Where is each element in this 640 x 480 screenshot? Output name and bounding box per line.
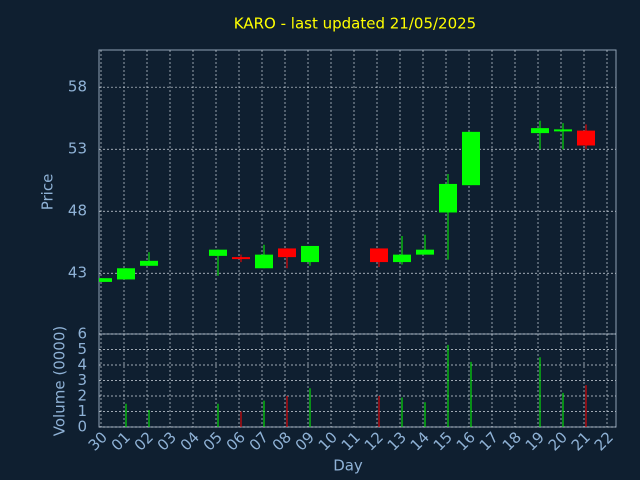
y-axis-label: Price — [39, 174, 57, 211]
candle-body — [554, 129, 572, 132]
y-tick-label: 58 — [68, 78, 87, 96]
candle-body — [99, 278, 112, 282]
volume-tick-label: 6 — [77, 325, 87, 343]
candle-body — [393, 254, 411, 263]
volume-tick-label: 2 — [77, 387, 87, 405]
candle-body — [140, 260, 158, 266]
y-tick-label: 53 — [68, 140, 87, 158]
candle-body — [232, 257, 250, 260]
candle-body — [462, 131, 480, 186]
candle-body — [370, 248, 388, 263]
y-tick-label: 48 — [68, 202, 87, 220]
volume-axis-label: Volume (0000) — [51, 326, 69, 436]
x-tick-label: 22 — [591, 428, 617, 454]
candle-body — [531, 128, 549, 134]
volume-tick-label: 5 — [77, 340, 87, 358]
price-frame — [98, 49, 617, 335]
volume-tick-label: 4 — [77, 356, 87, 374]
y-tick-label: 43 — [68, 264, 87, 282]
volume-tick-label: 3 — [77, 371, 87, 389]
volume-tick-label: 1 — [77, 402, 87, 420]
candle-body — [255, 254, 273, 269]
volume-tick-label: 0 — [77, 418, 87, 436]
candle-body — [117, 268, 135, 280]
candle-body — [209, 249, 227, 256]
chart-title: KARO - last updated 21/05/2025 — [234, 15, 476, 33]
candle-body — [416, 249, 434, 255]
candle-body — [301, 245, 319, 263]
candle-body — [439, 183, 457, 213]
candle-body — [278, 248, 296, 258]
x-axis-label: Day — [333, 457, 363, 475]
candle-body — [577, 130, 595, 146]
